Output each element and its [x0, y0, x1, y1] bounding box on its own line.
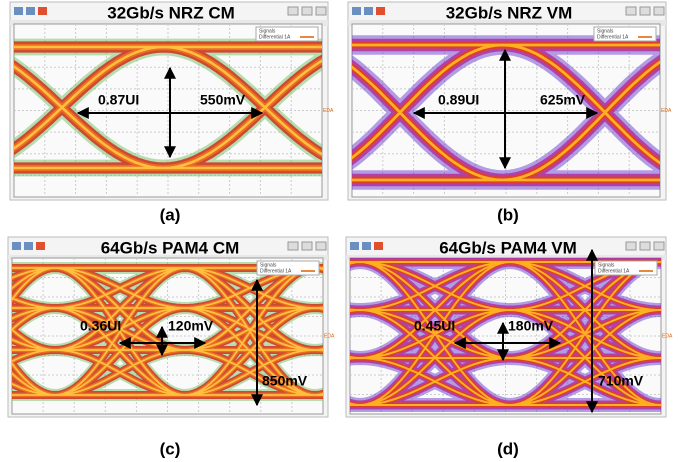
toolbar-icon — [362, 242, 371, 250]
toolbar-icon — [626, 7, 636, 15]
toolbar-icon — [12, 242, 21, 250]
toolbar-icon — [640, 7, 650, 15]
edge-marker: EDA — [662, 333, 673, 339]
panel-title: 64Gb/s PAM4 CM — [101, 238, 240, 257]
eye-height-label: 180mV — [508, 318, 554, 334]
legend-entry: Differential 1A — [597, 34, 629, 40]
toolbar-icon — [302, 7, 312, 15]
panel-title: 32Gb/s NRZ VM — [446, 3, 573, 22]
legend-entry: Differential 1A — [259, 34, 291, 40]
toolbar-icon — [302, 242, 312, 250]
toolbar-icon — [374, 242, 383, 250]
toolbar-icon — [376, 7, 385, 15]
toolbar-icon — [654, 242, 664, 250]
panel-caption: (d) — [497, 439, 519, 458]
toolbar-icon — [26, 7, 35, 15]
total-swing-label: 850mV — [262, 373, 308, 389]
toolbar-icon — [288, 242, 298, 250]
toolbar-icon — [364, 7, 373, 15]
toolbar-icon — [352, 7, 361, 15]
panel-title: 32Gb/s NRZ CM — [107, 3, 235, 22]
total-swing-label: 710mV — [598, 373, 644, 389]
eye-traces — [0, 24, 367, 197]
toolbar-icon — [640, 242, 650, 250]
toolbar-icon — [350, 242, 359, 250]
toolbar-icon — [38, 7, 47, 15]
edge-marker: EDA — [323, 108, 334, 114]
toolbar-icon — [316, 242, 326, 250]
panel-caption: (c) — [160, 439, 181, 458]
eye-width-label: 0.87UI — [98, 92, 139, 108]
eye-height-label: 625mV — [540, 92, 586, 108]
toolbar-icon — [14, 7, 23, 15]
toolbar-icon — [288, 7, 298, 15]
toolbar-icon — [316, 7, 326, 15]
panel-caption: (b) — [497, 205, 519, 224]
figure: 32Gb/s NRZ CMSignalsDifferential 1AEDA0.… — [0, 0, 678, 462]
eye-height-label: 120mV — [168, 318, 214, 334]
toolbar-icon — [24, 242, 33, 250]
eye-width-label: 0.45UI — [414, 318, 455, 334]
legend-entry: Differential 1A — [260, 268, 292, 274]
edge-marker: EDA — [324, 333, 335, 339]
panel-title: 64Gb/s PAM4 VM — [439, 238, 577, 257]
legend-entry: Differential 1A — [598, 268, 630, 274]
eye-height-label: 550mV — [200, 92, 246, 108]
panel-caption: (a) — [160, 205, 181, 224]
toolbar-icon — [654, 7, 664, 15]
eye-width-label: 0.36UI — [80, 318, 121, 334]
edge-marker: EDA — [661, 108, 672, 114]
toolbar-icon — [36, 242, 45, 250]
eye-width-label: 0.89UI — [438, 92, 479, 108]
toolbar-icon — [626, 242, 636, 250]
